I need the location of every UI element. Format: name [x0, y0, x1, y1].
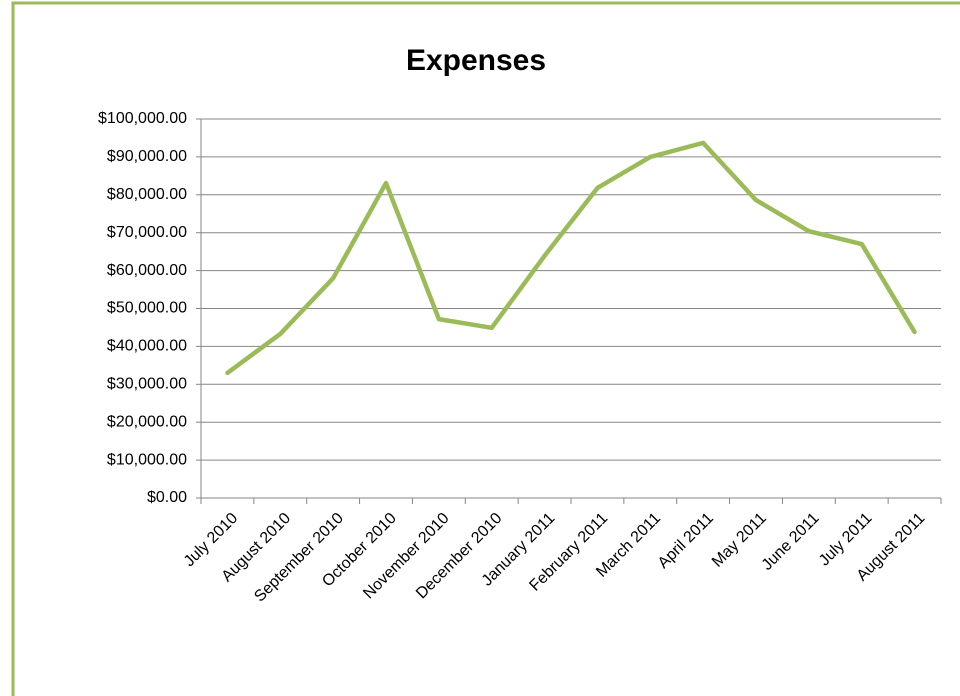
y-tick-label: $60,000.00: [107, 262, 187, 279]
y-tick-label: $40,000.00: [107, 338, 187, 355]
y-tick-label: $30,000.00: [107, 376, 187, 393]
y-tick-label: $90,000.00: [107, 148, 187, 165]
y-tick-label: $70,000.00: [107, 224, 187, 241]
y-tick-label: $100,000.00: [98, 110, 187, 127]
data-line: [225, 140, 917, 376]
y-tick-label: $0.00: [147, 489, 187, 506]
y-tick-label: $80,000.00: [107, 186, 187, 203]
y-tick-label: $50,000.00: [107, 300, 187, 317]
y-tick-label: $10,000.00: [107, 451, 187, 468]
y-tick-label: $20,000.00: [107, 413, 187, 430]
chart-title: Expenses: [406, 44, 546, 77]
